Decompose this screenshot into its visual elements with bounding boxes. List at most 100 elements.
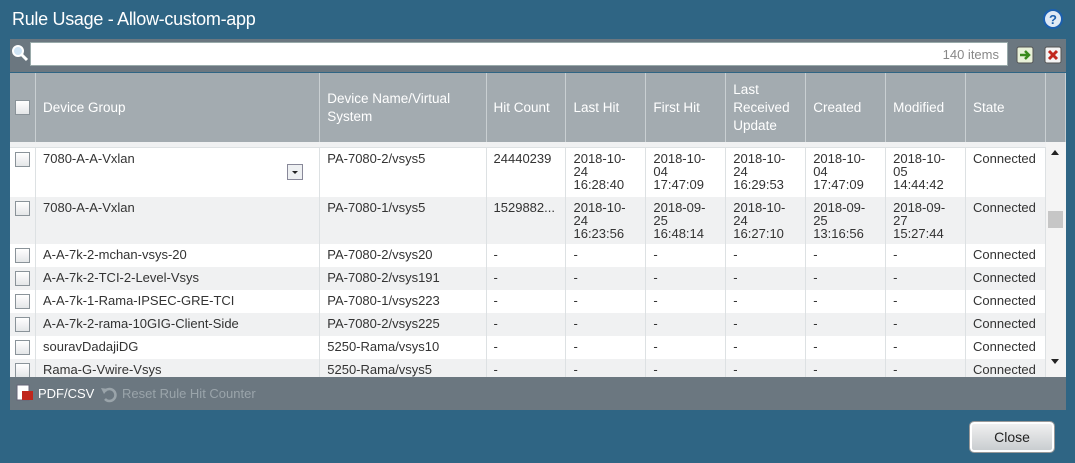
table-cell: 2018-09-25 13:16:56 [805, 197, 887, 244]
checkbox[interactable] [15, 317, 30, 332]
table-cell: Connected [965, 336, 1046, 359]
cell-text: - [573, 247, 578, 262]
checkbox[interactable] [15, 248, 30, 263]
column-header[interactable]: Modified [885, 73, 967, 142]
cell-text: - [653, 293, 658, 308]
table-row[interactable]: A-A-7k-2-TCI-2-Level-Vsys PA-7080-2/vsys1… [10, 267, 1066, 290]
table-cell: - [565, 336, 647, 359]
table-cell: Connected [965, 267, 1046, 290]
cell-text: PA-7080-2/vsys5 [327, 151, 426, 166]
table-cell: - [565, 244, 647, 267]
table-cell: - [885, 290, 967, 313]
checkbox[interactable] [15, 152, 30, 167]
table-cell: - [885, 336, 967, 359]
scroll-thumb[interactable] [1048, 211, 1063, 228]
column-header[interactable]: State [965, 73, 1046, 142]
scrollbar[interactable] [1046, 142, 1066, 377]
table-cell: A-A-7k-2-TCI-2-Level-Vsys [35, 267, 321, 290]
cell-text: - [813, 316, 818, 331]
cell-text: Connected [973, 247, 1036, 262]
row-dropdown[interactable] [287, 164, 304, 180]
scroll-down[interactable] [1050, 358, 1060, 366]
checkbox[interactable] [15, 201, 30, 216]
table-cell: - [805, 359, 887, 377]
checkbox[interactable] [15, 271, 30, 286]
table-cell: - [645, 313, 727, 336]
table-cell: - [645, 290, 727, 313]
row-select [10, 244, 36, 267]
cell-text: Connected [973, 151, 1036, 166]
table-cell: - [805, 267, 887, 290]
table-row[interactable]: 7080-A-A-Vxlan PA-7080-2/vsys5 24440239 201… [10, 147, 1066, 197]
table-cell: A-A-7k-2-rama-10GIG-Client-Side [35, 313, 321, 336]
export-icon[interactable] [16, 384, 34, 402]
table-cell: 2018-09-27 15:27:44 [885, 197, 967, 244]
table-row[interactable]: A-A-7k-2-mchan-vsys-20 PA-7080-2/vsys20 - -… [10, 244, 1066, 267]
table-cell: - [725, 313, 807, 336]
table-cell: - [885, 244, 967, 267]
search-bar: 140 items [10, 39, 1066, 72]
export-button[interactable]: PDF/CSV [38, 386, 95, 401]
row-select [10, 147, 36, 197]
table-cell: 2018-10-24 16:23:56 [565, 197, 647, 244]
table-cell: - [645, 359, 727, 377]
column-header[interactable]: Last Hit [565, 73, 647, 142]
table-cell: - [486, 244, 567, 267]
table-cell: PA-7080-2/vsys20 [319, 244, 487, 267]
reset-icon [101, 387, 117, 403]
column-header[interactable]: Hit Count [486, 73, 567, 142]
cell-text: - [653, 247, 658, 262]
table-row[interactable]: Rama-G-Vwire-Vsys 5250-Rama/vsys5 - - - - - - Co… [10, 359, 1066, 377]
cell-text: 5250-Rama/vsys10 [327, 339, 440, 354]
cell-text: 2018-10-04 17:47:09 [813, 151, 866, 192]
checkbox[interactable] [15, 340, 30, 355]
cell-text: - [573, 293, 578, 308]
apply-filter[interactable] [1016, 46, 1034, 64]
table-row[interactable]: souravDadajiDG 5250-Rama/vsys10 - - - - - - Conn… [10, 336, 1066, 359]
row-select [10, 267, 36, 290]
column-header[interactable]: Last Received Update [725, 73, 807, 142]
cell-text: Connected [973, 316, 1036, 331]
table-cell: - [645, 267, 727, 290]
clear-filter[interactable] [1044, 46, 1062, 64]
table-cell: - [725, 244, 807, 267]
cell-text: - [573, 362, 578, 377]
table-row[interactable]: A-A-7k-1-Rama-IPSEC-GRE-TCI PA-7080-1/vsy… [10, 290, 1066, 313]
cell-text: 7080-A-A-Vxlan [43, 200, 135, 215]
table-container: Device Group Device Name/Virtual System Hi… [10, 73, 1066, 377]
select-all[interactable] [15, 100, 30, 115]
checkbox[interactable] [15, 363, 30, 377]
column-header[interactable]: Device Name/Virtual System [319, 73, 487, 142]
column-header[interactable]: Device Group [35, 73, 321, 142]
cell-text: - [893, 339, 898, 354]
cell-text: - [813, 247, 818, 262]
cell-text: Rama-G-Vwire-Vsys [43, 362, 162, 377]
cell-text: - [653, 339, 658, 354]
cell-text: - [813, 339, 818, 354]
cell-text: - [893, 293, 898, 308]
cell-text: 2018-09-27 15:27:44 [893, 200, 946, 241]
table-row[interactable]: A-A-7k-2-rama-10GIG-Client-Side PA-7080-2… [10, 313, 1066, 336]
search-icon [12, 45, 29, 62]
dialog-title: Rule Usage - Allow-custom-app [12, 9, 256, 29]
checkbox[interactable] [15, 294, 30, 309]
help-icon[interactable]: ? [1043, 9, 1063, 29]
cell-text: - [653, 362, 658, 377]
table-cell: - [885, 313, 967, 336]
cell-text: - [813, 293, 818, 308]
cell-text: - [493, 316, 498, 331]
close-button[interactable]: Close [970, 422, 1054, 452]
column-header[interactable]: Created [805, 73, 887, 142]
cell-text: Connected [973, 362, 1036, 377]
row-select [10, 336, 36, 359]
table-row[interactable]: 7080-A-A-Vxlan PA-7080-1/vsys5 1529882... 2… [10, 197, 1066, 244]
column-header[interactable]: First Hit [645, 73, 727, 142]
table-cell: 2018-10-24 16:29:53 [725, 147, 807, 197]
scroll-up[interactable] [1050, 148, 1060, 156]
search-input[interactable]: 140 items [30, 42, 1008, 66]
table-cell: PA-7080-2/vsys225 [319, 313, 487, 336]
table-cell: 2018-10-24 16:27:10 [725, 197, 807, 244]
cell-text: PA-7080-2/vsys225 [327, 316, 440, 331]
table-cell: - [805, 336, 887, 359]
cell-text: 2018-10-04 17:47:09 [653, 151, 706, 192]
